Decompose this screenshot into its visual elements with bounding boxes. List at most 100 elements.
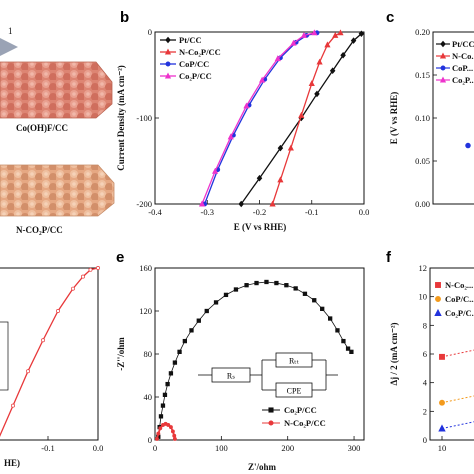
data-point xyxy=(233,287,239,292)
data-point xyxy=(314,90,320,98)
panel-d-x-axis-title: HE) xyxy=(4,458,20,468)
panel-b-x-axis-title: E (V vs RHE) xyxy=(234,222,287,232)
circuit-rs-label: Rₛ xyxy=(227,372,235,381)
data-point xyxy=(172,360,178,365)
transform-step-label: 1 xyxy=(8,26,13,36)
panel-d-partial-chart: -0.1 0.0 HE) xyxy=(0,266,103,468)
legend-marker xyxy=(164,72,172,79)
data-point xyxy=(177,349,182,354)
panel-c-y-tick-label: 0.05 xyxy=(415,156,430,166)
n-co2p-cc-fabric xyxy=(0,164,115,217)
data-point xyxy=(300,31,308,38)
data-point xyxy=(438,424,446,432)
data-point xyxy=(170,429,175,434)
data-point xyxy=(358,30,365,37)
data-point xyxy=(155,436,159,441)
legend-label: Co₂P/C... xyxy=(445,308,474,318)
data-point xyxy=(316,58,323,65)
panel-d-x-tick-label: 0.0 xyxy=(93,443,104,453)
legend-marker xyxy=(435,282,441,288)
panel-f-y-axis-title: Δj / 2 (mA cm⁻²) xyxy=(389,322,399,385)
panel-e-x-tick-label: 100 xyxy=(215,443,228,453)
series-line xyxy=(0,267,99,438)
data-point xyxy=(269,200,276,207)
legend-label: Co₂P... xyxy=(452,75,474,85)
legend-marker xyxy=(165,36,171,44)
data-point xyxy=(227,133,234,140)
legend-marker xyxy=(440,65,446,71)
data-point xyxy=(56,309,60,313)
data-point xyxy=(290,39,297,46)
data-point xyxy=(256,174,263,182)
circuit-cpe-label: CPE xyxy=(287,387,302,396)
n-co2p-cc-label: N-CO₂P/CC xyxy=(16,225,63,235)
panel-e-x-tick-label: 300 xyxy=(348,443,361,453)
panel-letter-b: b xyxy=(120,9,129,26)
legend-label: CoP/CC xyxy=(179,59,209,69)
panel-e-y-tick-label: 40 xyxy=(144,392,153,402)
equivalent-circuit: Rₛ Rₜₜ CPE xyxy=(198,352,338,398)
data-point xyxy=(298,111,305,118)
legend-marker xyxy=(434,308,442,316)
legend-marker xyxy=(435,296,441,302)
panel-e-nyquist-chart: e 0 100 200 300 160 120 80 40 0 Co₂P/CC N-Co₂P/CC… xyxy=(116,249,365,472)
panel-e-y-tick-label: 80 xyxy=(144,349,153,359)
data-point xyxy=(439,353,445,360)
data-point xyxy=(11,403,15,408)
circuit-rct-label: Rₜₜ xyxy=(289,357,299,366)
data-point xyxy=(328,316,333,321)
data-point xyxy=(350,37,357,44)
panel-f-x-tick-label: 10 xyxy=(438,443,447,453)
panel-e-x-tick-label: 0 xyxy=(153,443,157,453)
panel-e-y-tick-label: 120 xyxy=(139,306,152,316)
panel-e-x-tick-label: 200 xyxy=(281,443,294,453)
legend-marker xyxy=(440,40,446,48)
panel-e-y-tick-label: 160 xyxy=(139,263,152,273)
data-point xyxy=(158,426,163,431)
data-point xyxy=(324,41,331,48)
panel-f-y-tick-label: 2 xyxy=(423,406,427,416)
data-point xyxy=(254,280,259,286)
data-point xyxy=(329,67,336,74)
series-line xyxy=(157,281,352,437)
panel-f-y-tick-label: 12 xyxy=(419,263,428,273)
data-point xyxy=(172,433,177,438)
legend-marker xyxy=(439,52,447,59)
panel-c-y-tick-label: 0.00 xyxy=(415,199,430,209)
data-point xyxy=(284,283,289,288)
series-line xyxy=(271,32,341,205)
legend-label: N-Co... xyxy=(452,51,474,61)
data-point xyxy=(308,80,315,87)
legend-marker xyxy=(268,407,274,413)
legend-label: N-Co₂... xyxy=(445,280,473,290)
panel-d-x-tick-label: -0.1 xyxy=(41,443,54,453)
data-point xyxy=(213,300,219,305)
data-point xyxy=(160,403,166,408)
data-point xyxy=(335,328,340,333)
legend-label: N-Co₂P/CC xyxy=(284,418,326,428)
data-point xyxy=(274,280,279,286)
panel-letter-f: f xyxy=(386,249,392,266)
data-point xyxy=(172,436,177,441)
data-point xyxy=(349,349,354,354)
legend-marker xyxy=(164,48,172,55)
data-point xyxy=(244,283,249,288)
data-point xyxy=(189,328,194,333)
data-point xyxy=(211,167,219,174)
data-point xyxy=(71,286,75,291)
data-point xyxy=(337,29,344,36)
data-point xyxy=(238,200,244,208)
data-point xyxy=(41,338,45,343)
panel-e-plot-frame xyxy=(154,267,365,441)
legend-label: Co₂P/CC xyxy=(179,71,212,81)
panel-f-y-tick-label: 6 xyxy=(423,349,427,359)
data-point xyxy=(277,144,284,152)
data-point xyxy=(274,55,281,62)
panel-e-y-tick-label: 0 xyxy=(148,435,152,445)
panel-b-x-tick-label: -0.3 xyxy=(201,207,214,217)
data-point xyxy=(439,399,445,406)
panel-letter-e: e xyxy=(116,249,124,266)
data-point xyxy=(204,308,209,314)
data-point xyxy=(156,431,161,436)
